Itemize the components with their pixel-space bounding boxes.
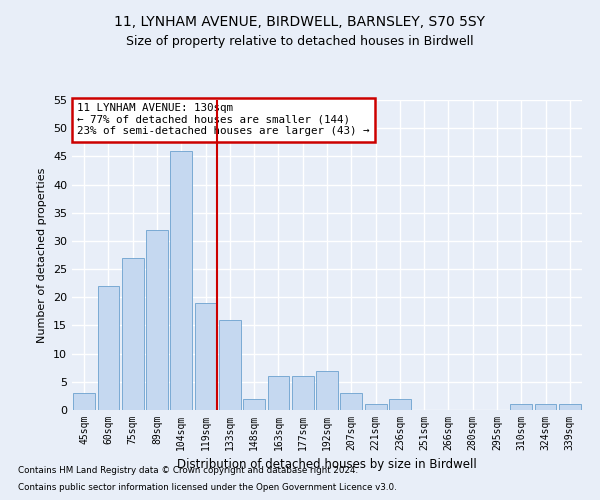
Bar <box>73 393 95 410</box>
Bar <box>243 398 265 410</box>
Bar <box>146 230 168 410</box>
Y-axis label: Number of detached properties: Number of detached properties <box>37 168 47 342</box>
Text: Size of property relative to detached houses in Birdwell: Size of property relative to detached ho… <box>126 35 474 48</box>
Bar <box>170 150 192 410</box>
Bar <box>292 376 314 410</box>
Bar <box>268 376 289 410</box>
Bar <box>122 258 143 410</box>
Bar <box>559 404 581 410</box>
Text: Contains public sector information licensed under the Open Government Licence v3: Contains public sector information licen… <box>18 484 397 492</box>
X-axis label: Distribution of detached houses by size in Birdwell: Distribution of detached houses by size … <box>177 458 477 471</box>
Bar <box>511 404 532 410</box>
Text: 11 LYNHAM AVENUE: 130sqm
← 77% of detached houses are smaller (144)
23% of semi-: 11 LYNHAM AVENUE: 130sqm ← 77% of detach… <box>77 103 370 136</box>
Bar <box>97 286 119 410</box>
Bar <box>219 320 241 410</box>
Bar <box>389 398 411 410</box>
Text: 11, LYNHAM AVENUE, BIRDWELL, BARNSLEY, S70 5SY: 11, LYNHAM AVENUE, BIRDWELL, BARNSLEY, S… <box>115 15 485 29</box>
Bar <box>340 393 362 410</box>
Text: Contains HM Land Registry data © Crown copyright and database right 2024.: Contains HM Land Registry data © Crown c… <box>18 466 358 475</box>
Bar <box>316 370 338 410</box>
Bar <box>365 404 386 410</box>
Bar <box>535 404 556 410</box>
Bar <box>194 303 217 410</box>
